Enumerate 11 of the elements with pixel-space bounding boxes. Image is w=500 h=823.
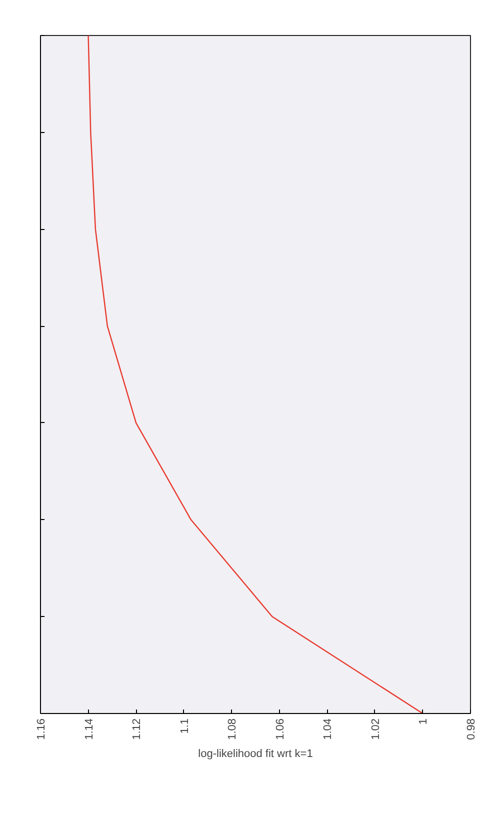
x-tick-label: 1.02 <box>370 718 382 740</box>
x-tick-label: 1.06 <box>274 718 286 740</box>
x-tick-label: 1.16 <box>36 718 48 740</box>
x-tick-label: 1.14 <box>83 718 96 740</box>
x-tick-label: 0.98 <box>466 718 478 740</box>
x-axis-title: log-likelihood fit wrt k=1 <box>198 748 313 760</box>
x-tick-label: 1.1 <box>178 718 191 734</box>
x-tick-label: 1.08 <box>226 718 239 740</box>
x-tick-label: 1 <box>418 718 430 725</box>
x-tick-label: 1.04 <box>322 718 334 740</box>
x-tick-label: 1.12 <box>131 718 144 740</box>
